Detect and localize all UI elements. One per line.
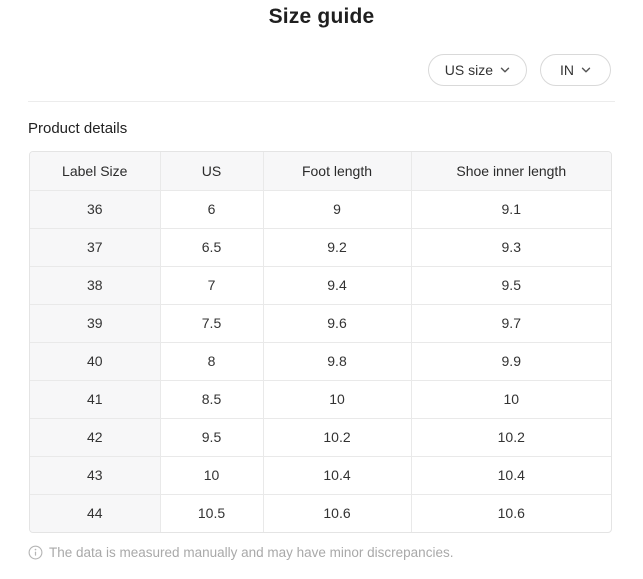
table-cell: 40: [30, 342, 161, 381]
table-cell: 9.2: [263, 228, 412, 267]
table-column-header: US: [160, 152, 264, 191]
table-cell: 9.6: [263, 304, 412, 343]
table-cell: 9.5: [160, 418, 264, 457]
table-row: 36 6 9 9.1: [30, 190, 611, 229]
table-cell: 38: [30, 266, 161, 305]
table-cell: 10.6: [263, 494, 412, 532]
table-header: Label Size US Foot length Shoe inner length: [30, 152, 611, 191]
table-cell: 36: [30, 190, 161, 229]
measure-unit-dropdown[interactable]: IN: [540, 54, 611, 86]
table-row: 38 7 9.4 9.5: [30, 266, 611, 305]
size-system-dropdown[interactable]: US size: [427, 54, 527, 86]
chevron-down-icon: [500, 67, 510, 73]
section-divider: [28, 101, 615, 102]
table-row: 37 6.5 9.2 9.3: [30, 228, 611, 267]
table-header-row: Label Size US Foot length Shoe inner length: [30, 152, 611, 191]
table-cell: 7.5: [160, 304, 264, 343]
table-cell: 10.2: [263, 418, 412, 457]
table-cell: 42: [30, 418, 161, 457]
table-row: 44 10.5 10.6 10.6: [30, 494, 611, 532]
unit-controls: US size IN: [0, 54, 643, 86]
table-cell: 10.4: [411, 456, 611, 495]
table-cell: 9.3: [411, 228, 611, 267]
table-cell: 10.6: [497, 505, 525, 522]
table-row: 42 9.5 10.2 10.2: [30, 418, 611, 457]
table-cell: 10.4: [263, 456, 412, 495]
table-cell: 9: [263, 190, 412, 229]
table-cell: 6: [160, 190, 264, 229]
table-cell: 41: [30, 380, 161, 419]
table-cell: 9.1: [411, 190, 611, 229]
table-column-header: Label Size: [30, 152, 161, 191]
size-table-grid: Label Size US Foot length Shoe inner length…: [30, 152, 611, 532]
disclaimer-note: The data is measured manually and may ha…: [28, 545, 643, 560]
table-cell: 9.8: [263, 342, 412, 381]
table-cell: 8.5: [160, 380, 264, 419]
section-title: Product details: [28, 120, 128, 137]
table-cell: 7: [160, 266, 264, 305]
table-cell: 10: [411, 380, 611, 419]
table-cell: 8: [160, 342, 264, 381]
table-cell: 37: [30, 228, 161, 267]
table-row: 43 10 10.4 10.4: [30, 456, 611, 495]
table-cell: 10: [160, 456, 264, 495]
table-cell: 9.7: [411, 304, 611, 343]
info-icon: [28, 545, 43, 560]
measure-unit-dropdown-label: IN: [560, 62, 574, 78]
page-title: Size guide: [268, 5, 375, 28]
table-body: 36 6 9 9.1 37 6.5 9.2 9.3 38 7 9.4 9.5 39 7.5 9.6 9.7 40…: [30, 190, 611, 532]
chevron-down-icon: [581, 67, 591, 73]
table-column-header: Shoe inner length: [411, 152, 611, 191]
table-row: 39 7.5 9.6 9.7: [30, 304, 611, 343]
table-cell: 9.9: [411, 342, 611, 381]
table-cell: 9.5: [411, 266, 611, 305]
disclaimer-text: The data is measured manually and may ha…: [49, 545, 454, 560]
table-cell: 10.2: [411, 418, 611, 457]
table-cell: 6.5: [160, 228, 264, 267]
table-row: 41 8.5 10 10: [30, 380, 611, 419]
table-row: 40 8 9.8 9.9: [30, 342, 611, 381]
table-column-header: Foot length: [263, 152, 412, 191]
table-cell: 10.5: [160, 494, 264, 532]
table-cell: 9.4: [263, 266, 412, 305]
size-table: Label Size US Foot length Shoe inner length…: [29, 151, 612, 533]
table-cell: 39: [30, 304, 161, 343]
table-cell: 44: [30, 494, 161, 532]
table-cell: 10: [263, 380, 412, 419]
table-cell: 43: [30, 456, 161, 495]
size-system-dropdown-label: US size: [444, 62, 493, 78]
